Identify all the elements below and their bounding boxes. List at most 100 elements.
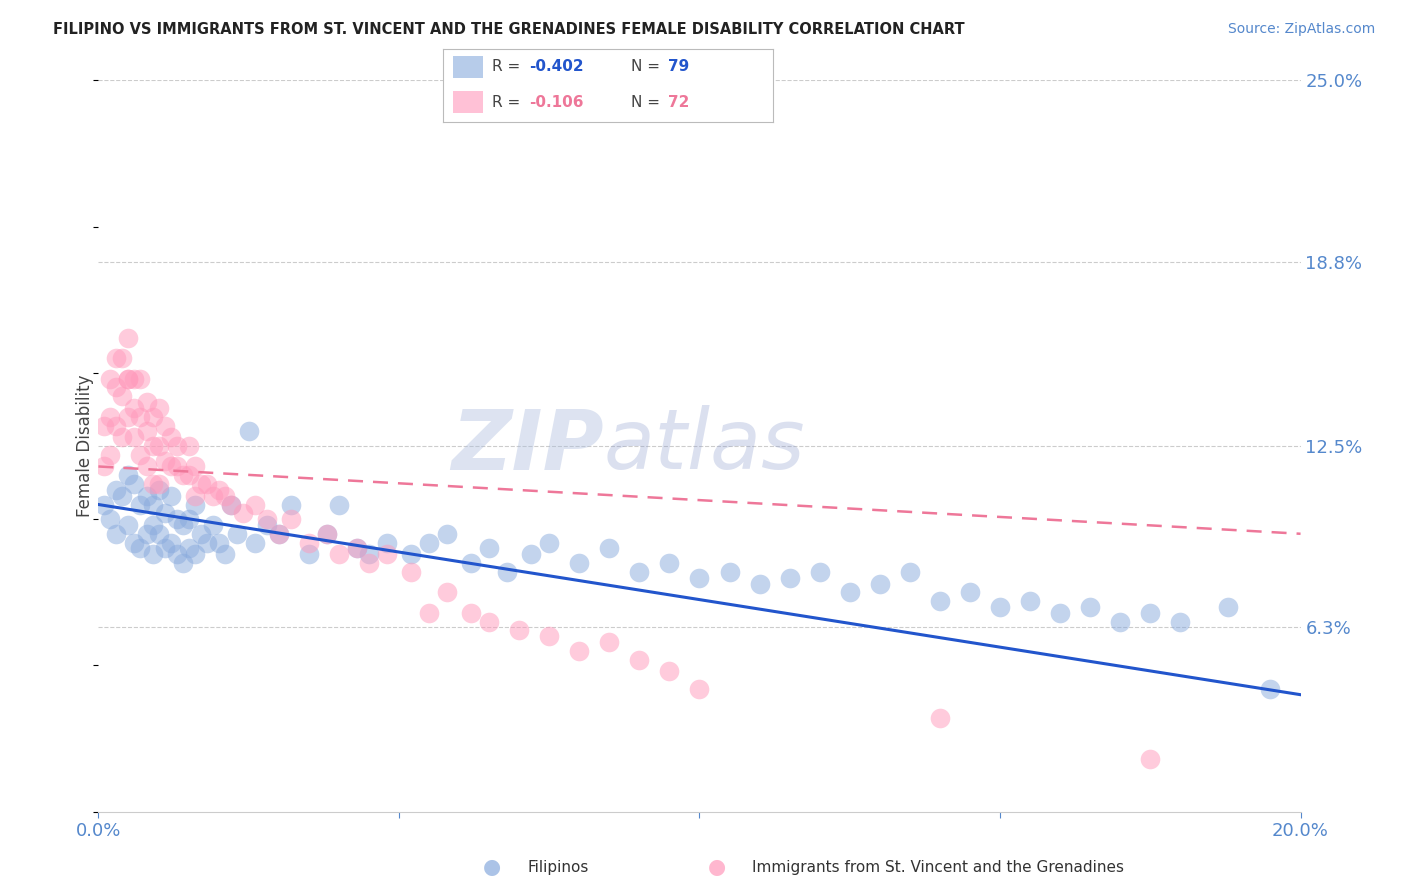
Point (195, 477, 218, 491)
Text: Source: ZipAtlas.com: Source: ZipAtlas.com (1227, 22, 1375, 37)
Point (111, 351, 134, 366)
Point (190, 526, 212, 541)
Text: N =: N = (631, 60, 665, 74)
Point (418, 535, 440, 549)
Point (111, 489, 134, 503)
Text: ●: ● (484, 857, 501, 877)
Point (478, 615, 501, 629)
Point (1139, 606, 1161, 620)
Point (718, 565, 741, 579)
Point (346, 541, 368, 556)
Point (141, 518, 163, 533)
Point (538, 535, 561, 549)
Point (141, 547, 163, 561)
Point (141, 498, 163, 512)
Point (124, 401, 146, 415)
Point (166, 547, 188, 561)
Point (177, 512, 200, 526)
Point (225, 526, 247, 541)
Point (159, 459, 181, 474)
Point (628, 652, 651, 666)
Point (117, 372, 139, 386)
Point (328, 498, 350, 512)
Point (1049, 606, 1071, 620)
Point (1078, 599, 1101, 614)
Point (214, 547, 236, 561)
Point (267, 526, 290, 541)
Point (568, 556, 591, 570)
Point (1218, 599, 1240, 614)
Point (93, 498, 115, 512)
Point (232, 506, 254, 520)
Point (183, 547, 205, 561)
Point (124, 372, 146, 386)
Point (808, 565, 831, 579)
Point (538, 629, 561, 643)
Point (256, 512, 278, 526)
Point (689, 681, 711, 696)
Point (148, 483, 170, 497)
Point (129, 372, 152, 386)
Text: -0.106: -0.106 (529, 95, 583, 110)
Point (779, 571, 801, 585)
Point (201, 518, 224, 533)
Point (177, 468, 200, 483)
Point (357, 556, 380, 570)
Point (183, 489, 205, 503)
Point (111, 430, 134, 444)
Point (135, 489, 157, 503)
Point (159, 430, 181, 444)
Point (598, 635, 620, 649)
Point (399, 565, 422, 579)
Point (219, 498, 242, 512)
Point (328, 547, 350, 561)
Point (141, 409, 163, 424)
Point (929, 594, 952, 608)
Point (418, 606, 440, 620)
Point (124, 477, 146, 491)
Point (124, 430, 146, 444)
Point (208, 483, 231, 497)
Point (183, 498, 205, 512)
Text: Filipinos: Filipinos (527, 860, 589, 874)
Point (148, 439, 170, 453)
Text: FILIPINO VS IMMIGRANTS FROM ST. VINCENT AND THE GRENADINES FEMALE DISABILITY COR: FILIPINO VS IMMIGRANTS FROM ST. VINCENT … (53, 22, 965, 37)
Point (243, 498, 266, 512)
Point (129, 541, 152, 556)
Point (658, 556, 681, 570)
Point (100, 512, 122, 526)
Point (117, 468, 139, 483)
Bar (453, 92, 482, 113)
Bar (453, 56, 482, 78)
Point (628, 565, 651, 579)
Point (748, 576, 770, 591)
Point (689, 571, 711, 585)
Point (159, 535, 181, 549)
Point (135, 425, 157, 439)
Point (357, 547, 380, 561)
Point (208, 535, 231, 549)
Point (177, 541, 200, 556)
Point (183, 459, 205, 474)
Text: -0.402: -0.402 (529, 60, 583, 74)
Point (436, 585, 458, 599)
Point (190, 477, 212, 491)
Point (219, 498, 242, 512)
Point (100, 372, 122, 386)
Point (399, 547, 422, 561)
Point (148, 526, 170, 541)
Point (105, 380, 128, 394)
Point (148, 401, 170, 415)
Point (658, 665, 681, 679)
Point (243, 535, 266, 549)
Point (478, 541, 501, 556)
Point (105, 418, 128, 433)
Point (508, 624, 530, 638)
Point (1170, 615, 1192, 629)
Point (100, 409, 122, 424)
Point (135, 395, 157, 409)
Point (117, 409, 139, 424)
Point (346, 541, 368, 556)
Point (898, 565, 921, 579)
Point (267, 526, 290, 541)
